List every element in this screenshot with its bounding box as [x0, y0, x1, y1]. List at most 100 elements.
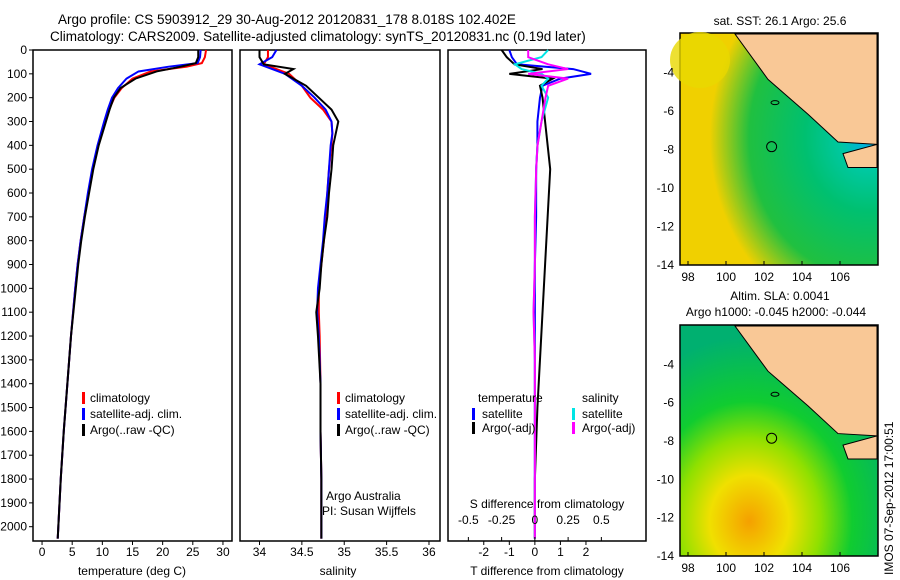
y-tick-label: 1400 — [0, 377, 27, 391]
s-diff-tick-label: 0.25 — [556, 513, 580, 527]
legend-swatch — [472, 422, 475, 434]
s-diff-tick-label: 0 — [532, 513, 539, 527]
map-x-tick-label: 98 — [681, 561, 695, 575]
legend-entry: satellite — [482, 407, 523, 421]
temperature-axis-label: temperature (deg C) — [78, 564, 186, 578]
legend-title-salinity: salinity — [582, 391, 619, 405]
series-line-satellite-adj-clim- — [56, 49, 202, 539]
legend-swatch — [82, 408, 85, 420]
legend-swatch — [472, 408, 475, 420]
legend-entry: climatology — [345, 391, 405, 405]
map-x-tick-label: 106 — [830, 561, 850, 575]
y-tick-label: 1600 — [0, 424, 27, 438]
x-tick-label: 5 — [69, 545, 76, 559]
y-tick-label: 200 — [7, 91, 27, 105]
temperature-axes-box — [32, 49, 233, 542]
legend-title-temperature: temperature — [478, 391, 543, 405]
y-tick-label: 2000 — [0, 520, 27, 534]
legend-entry: Argo(-adj) — [582, 421, 635, 435]
series-line-argo-raw-qc- — [258, 50, 340, 539]
map-title: Altim. SLA: 0.0041 — [730, 289, 830, 303]
y-tick-label: 900 — [7, 258, 27, 272]
y-tick-label: 1200 — [0, 329, 27, 343]
legend-entry: satellite — [582, 407, 623, 421]
x-tick-label: 30 — [216, 545, 230, 559]
s-diff-tick-label: -0.25 — [488, 513, 516, 527]
x-tick-label: -2 — [478, 545, 489, 559]
map-y-tick-label: -8 — [663, 142, 674, 156]
map-y-tick-label: -8 — [663, 434, 674, 448]
map-y-tick-label: -4 — [663, 357, 674, 371]
map-x-tick-label: 106 — [830, 270, 850, 284]
x-tick-label: -1 — [504, 545, 515, 559]
y-tick-label: 1800 — [0, 472, 27, 486]
warm-patch — [670, 32, 730, 88]
x-tick-label: 25 — [186, 545, 200, 559]
series-line-t-satellite — [508, 49, 592, 539]
x-tick-label: 36 — [422, 545, 436, 559]
legend-swatch — [337, 424, 340, 436]
salinity-axis-label: salinity — [320, 564, 357, 578]
map-y-tick-label: -12 — [657, 511, 675, 525]
legend-entry: Argo(..raw -QC) — [90, 423, 175, 437]
argo-location-marker — [766, 432, 778, 444]
annotation-pi: PI: Susan Wijffels — [322, 504, 416, 518]
land-sumatra — [734, 325, 878, 437]
island-outline — [770, 391, 780, 397]
sla-map — [679, 324, 879, 557]
map-y-tick-label: -6 — [663, 396, 674, 410]
x-tick-label: 0 — [39, 545, 46, 559]
x-tick-label: 35 — [338, 545, 352, 559]
y-tick-label: 1100 — [1, 305, 27, 319]
map-y-tick-label: -6 — [663, 104, 674, 118]
y-tick-label: 1700 — [0, 448, 27, 462]
s-diff-tick-label: 0.5 — [593, 513, 610, 527]
map-y-tick-label: -10 — [657, 181, 675, 195]
x-tick-label: 0 — [532, 545, 539, 559]
series-line-s-argo-adj- — [527, 50, 569, 539]
y-tick-label: 1900 — [0, 496, 27, 510]
legend-swatch — [572, 422, 575, 434]
footer-timestamp: IMOS 07-Sep-2012 17:00:51 — [882, 421, 896, 575]
y-tick-label: 100 — [7, 67, 27, 81]
y-tick-label: 1500 — [0, 401, 27, 415]
y-tick-label: 600 — [7, 186, 27, 200]
s-diff-axis-label: S difference from climatology — [470, 497, 625, 511]
legend-entry: satellite-adj. clim. — [90, 407, 182, 421]
y-tick-label: 300 — [7, 115, 27, 129]
y-tick-label: 400 — [7, 138, 27, 152]
y-tick-label: 800 — [7, 234, 27, 248]
x-tick-label: 35.5 — [375, 545, 399, 559]
island-outline — [770, 100, 780, 106]
argo-location-marker — [766, 141, 778, 153]
legend-swatch — [572, 408, 575, 420]
legend-swatch — [82, 392, 85, 404]
land-java — [842, 435, 878, 460]
map-x-tick-label: 100 — [716, 561, 736, 575]
x-tick-label: 20 — [156, 545, 170, 559]
y-tick-label: 0 — [20, 43, 27, 57]
map-x-tick-label: 102 — [754, 561, 774, 575]
y-tick-label: 1300 — [0, 353, 27, 367]
x-tick-label: 34.5 — [290, 545, 314, 559]
map-y-tick-label: -12 — [657, 219, 675, 233]
title-line-2: Climatology: CARS2009. Satellite-adjuste… — [50, 29, 586, 44]
salinity-axes-box — [239, 49, 441, 542]
legend-entry: satellite-adj. clim. — [345, 407, 437, 421]
map-title: sat. SST: 26.1 Argo: 25.6 — [714, 14, 847, 28]
legend-swatch — [337, 392, 340, 404]
map-x-tick-label: 102 — [754, 270, 774, 284]
annotation-argo-australia: Argo Australia — [326, 489, 401, 503]
y-tick-label: 1000 — [0, 281, 27, 295]
legend-entry: climatology — [90, 391, 150, 405]
map-title-2: Argo h1000: -0.045 h2000: -0.044 — [686, 305, 866, 319]
map-x-tick-label: 98 — [681, 270, 695, 284]
x-tick-label: 10 — [96, 545, 110, 559]
series-line-climatology — [56, 49, 208, 539]
title-line-1: Argo profile: CS 5903912_29 30-Aug-2012 … — [58, 12, 516, 27]
series-line-t-argo-adj- — [500, 49, 556, 539]
map-y-tick-label: -14 — [657, 258, 675, 272]
map-x-tick-label: 104 — [792, 561, 812, 575]
